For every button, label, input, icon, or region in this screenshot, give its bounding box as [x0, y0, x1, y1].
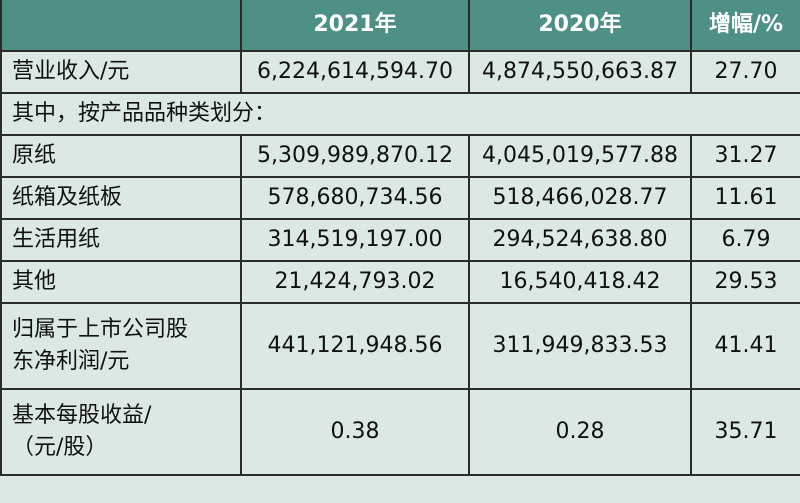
row-value-2020: 311,949,833.53 [468, 302, 692, 390]
row-value-2020: 518,466,028.77 [468, 176, 692, 220]
row-label: 归属于上市公司股 东净利润/元 [0, 302, 242, 390]
table-row: 归属于上市公司股 东净利润/元 441,121,948.56 311,949,8… [0, 302, 800, 390]
row-label-line2: 东净利润/元 [12, 349, 130, 374]
row-value-2020: 4,874,550,663.87 [468, 50, 692, 94]
row-label-line2: （元/股） [12, 435, 108, 460]
section-label: 其中，按产品品种类划分： [0, 92, 800, 136]
row-value-2020: 294,524,638.80 [468, 218, 692, 262]
row-value-2021: 578,680,734.56 [240, 176, 470, 220]
table-header-row: 2021年 2020年 增幅/% [0, 0, 800, 52]
row-label: 营业收入/元 [0, 50, 242, 94]
row-growth: 27.70 [690, 50, 800, 94]
row-value-2020: 16,540,418.42 [468, 260, 692, 304]
row-value-2021: 314,519,197.00 [240, 218, 470, 262]
row-growth: 29.53 [690, 260, 800, 304]
row-label-line1: 归属于上市公司股 [12, 317, 189, 342]
row-value-2021: 0.38 [240, 388, 470, 476]
table-row: 原纸 5,309,989,870.12 4,045,019,577.88 31.… [0, 134, 800, 178]
section-row: 其中，按产品品种类划分： [0, 92, 800, 136]
header-2021: 2021年 [240, 0, 470, 52]
row-label: 原纸 [0, 134, 242, 178]
header-blank-cell [0, 0, 242, 52]
row-label: 其他 [0, 260, 242, 304]
row-label: 生活用纸 [0, 218, 242, 262]
table-row: 营业收入/元 6,224,614,594.70 4,874,550,663.87… [0, 50, 800, 94]
table-row: 其他 21,424,793.02 16,540,418.42 29.53 [0, 260, 800, 304]
row-value-2021: 6,224,614,594.70 [240, 50, 470, 94]
row-value-2021: 21,424,793.02 [240, 260, 470, 304]
row-growth: 11.61 [690, 176, 800, 220]
row-label-line1: 基本每股收益/ [12, 403, 152, 428]
header-growth: 增幅/% [690, 0, 800, 52]
row-label: 基本每股收益/ （元/股） [0, 388, 242, 476]
row-growth: 31.27 [690, 134, 800, 178]
row-growth: 35.71 [690, 388, 800, 476]
row-value-2020: 0.28 [468, 388, 692, 476]
row-growth: 41.41 [690, 302, 800, 390]
table-row: 纸箱及纸板 578,680,734.56 518,466,028.77 11.6… [0, 176, 800, 220]
row-growth: 6.79 [690, 218, 800, 262]
row-label: 纸箱及纸板 [0, 176, 242, 220]
row-value-2021: 441,121,948.56 [240, 302, 470, 390]
financial-table: 2021年 2020年 增幅/% 营业收入/元 6,224,614,594.70… [0, 0, 800, 476]
table-row: 基本每股收益/ （元/股） 0.38 0.28 35.71 [0, 388, 800, 476]
header-2020: 2020年 [468, 0, 692, 52]
row-value-2020: 4,045,019,577.88 [468, 134, 692, 178]
row-value-2021: 5,309,989,870.12 [240, 134, 470, 178]
table-row: 生活用纸 314,519,197.00 294,524,638.80 6.79 [0, 218, 800, 262]
